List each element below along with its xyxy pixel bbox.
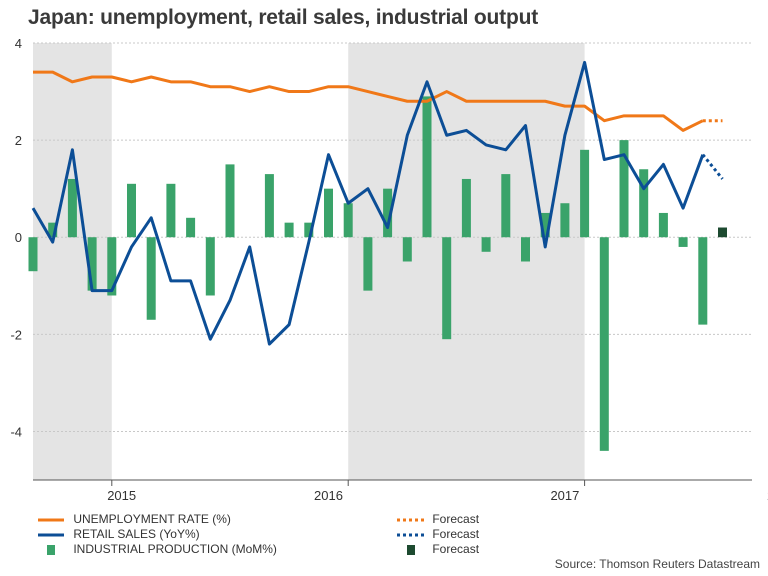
legend-label-retail: RETAIL SALES (YoY%) bbox=[73, 527, 200, 541]
production-bar bbox=[540, 212, 550, 238]
production-bar bbox=[442, 237, 452, 340]
production-bar bbox=[324, 188, 333, 238]
production-bar bbox=[67, 178, 77, 238]
production-bar bbox=[619, 140, 629, 238]
legend-item-production-forecast: Forecast bbox=[397, 542, 479, 556]
retail-sales-line bbox=[31, 60, 705, 346]
y-tick-label: -4 bbox=[10, 424, 22, 439]
production-bar bbox=[225, 164, 235, 238]
unemployment-line bbox=[33, 70, 704, 132]
production-bar bbox=[501, 174, 511, 238]
legend-item-unemployment-forecast: Forecast bbox=[397, 512, 479, 526]
legend-swatch-retail bbox=[38, 533, 64, 537]
legend-item-retail-forecast: Forecast bbox=[397, 527, 479, 541]
source-note: Source: Thomson Reuters Datastream bbox=[554, 557, 760, 571]
production-bar bbox=[205, 237, 215, 296]
production-bar bbox=[580, 149, 590, 238]
production-bar bbox=[107, 237, 117, 296]
production-bar bbox=[284, 222, 294, 238]
legend-label-forecast: Forecast bbox=[432, 542, 480, 556]
production-bar bbox=[127, 183, 136, 238]
chart-title: Japan: unemployment, retail sales, indus… bbox=[28, 6, 539, 29]
legend-swatch-unemployment bbox=[38, 518, 64, 522]
production-bar bbox=[343, 203, 353, 238]
production-bar bbox=[304, 222, 314, 238]
production-bar bbox=[639, 169, 649, 238]
production-bar bbox=[264, 174, 274, 238]
production-bar bbox=[186, 217, 196, 238]
production-bar bbox=[422, 96, 432, 238]
production-bar bbox=[363, 237, 373, 291]
legend-swatch-retail-forecast bbox=[397, 533, 425, 537]
legend-item-production: INDUSTRIAL PRODUCTION (MoM%) bbox=[38, 542, 277, 556]
shaded-period bbox=[33, 43, 112, 480]
y-tick-label: 0 bbox=[15, 230, 22, 245]
legend-swatch-production bbox=[47, 544, 55, 555]
production-bar bbox=[87, 237, 97, 291]
x-year-label: 2015 bbox=[107, 488, 136, 503]
legend-swatch-unemployment-forecast bbox=[397, 518, 425, 522]
y-tick-label: -2 bbox=[10, 327, 22, 342]
y-tick-label: 2 bbox=[15, 133, 22, 148]
legend-swatch-production-forecast bbox=[407, 544, 415, 555]
production-bar bbox=[461, 178, 471, 238]
production-bar bbox=[383, 188, 393, 238]
production-bar bbox=[481, 237, 491, 252]
production-bar bbox=[698, 237, 708, 325]
legend-item-unemployment: UNEMPLOYMENT RATE (%) bbox=[38, 512, 231, 526]
x-year-label: 2017 bbox=[550, 488, 579, 503]
production-bar bbox=[48, 222, 58, 238]
production-bar bbox=[560, 203, 570, 238]
production-bar bbox=[658, 212, 668, 238]
legend-label-forecast: Forecast bbox=[432, 512, 480, 526]
y-tick-label: 4 bbox=[15, 36, 22, 51]
production-bar bbox=[28, 237, 38, 272]
production-bar bbox=[166, 183, 176, 238]
retail-sales-forecast-line bbox=[701, 153, 724, 180]
production-bar bbox=[521, 237, 530, 262]
legend-label-forecast: Forecast bbox=[432, 527, 480, 541]
x-year-label: 2016 bbox=[314, 488, 343, 503]
legend-label-unemployment: UNEMPLOYMENT RATE (%) bbox=[73, 512, 231, 526]
production-bar bbox=[599, 237, 609, 451]
production-bar bbox=[146, 237, 156, 320]
production-forecast-bar bbox=[718, 227, 727, 238]
production-bar bbox=[402, 237, 412, 262]
shaded-period bbox=[348, 43, 585, 480]
production-bar bbox=[678, 237, 688, 247]
legend-label-production: INDUSTRIAL PRODUCTION (MoM%) bbox=[73, 542, 277, 556]
legend-item-retail: RETAIL SALES (YoY%) bbox=[38, 527, 200, 541]
